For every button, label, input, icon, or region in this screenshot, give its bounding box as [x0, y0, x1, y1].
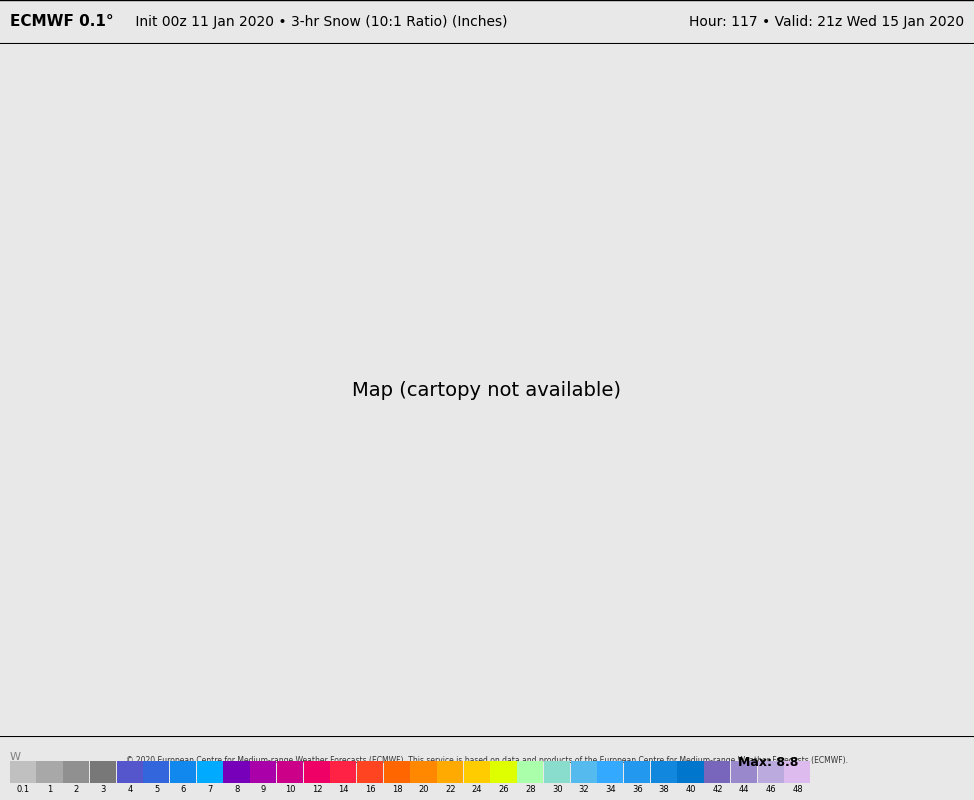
Bar — [491, 761, 516, 782]
Text: 28: 28 — [525, 785, 536, 794]
Text: Hour: 117 • Valid: 21z Wed 15 Jan 2020: Hour: 117 • Valid: 21z Wed 15 Jan 2020 — [690, 15, 964, 29]
Text: 40: 40 — [686, 785, 696, 794]
Text: 38: 38 — [658, 785, 669, 794]
Text: 44: 44 — [739, 785, 749, 794]
Bar — [437, 761, 464, 782]
Bar — [250, 761, 277, 782]
Bar — [677, 761, 703, 782]
Bar — [170, 761, 196, 782]
Text: Map (cartopy not available): Map (cartopy not available) — [353, 381, 621, 399]
Bar — [143, 761, 169, 782]
Text: 12: 12 — [312, 785, 322, 794]
Text: Max: 8.8: Max: 8.8 — [738, 757, 799, 770]
Text: 10: 10 — [285, 785, 295, 794]
Bar — [117, 761, 143, 782]
Text: 36: 36 — [632, 785, 643, 794]
Text: 48: 48 — [792, 785, 803, 794]
Text: 30: 30 — [552, 785, 563, 794]
Text: 5: 5 — [154, 785, 160, 794]
Text: 8: 8 — [234, 785, 240, 794]
Bar — [304, 761, 329, 782]
Text: 42: 42 — [712, 785, 723, 794]
Bar — [597, 761, 623, 782]
Bar — [543, 761, 570, 782]
Bar — [356, 761, 383, 782]
Text: 24: 24 — [471, 785, 482, 794]
Bar — [384, 761, 410, 782]
Bar — [624, 761, 651, 782]
Bar — [330, 761, 356, 782]
Text: 6: 6 — [180, 785, 186, 794]
Bar — [410, 761, 436, 782]
Bar — [36, 761, 62, 782]
Bar — [784, 761, 810, 782]
Text: 46: 46 — [766, 785, 776, 794]
Text: 3: 3 — [100, 785, 106, 794]
Bar — [704, 761, 730, 782]
Text: 34: 34 — [605, 785, 616, 794]
Text: 9: 9 — [261, 785, 266, 794]
Bar — [10, 761, 36, 782]
Bar — [197, 761, 223, 782]
Text: 16: 16 — [365, 785, 376, 794]
Text: 2: 2 — [74, 785, 79, 794]
Text: 1: 1 — [47, 785, 53, 794]
Text: 0.1: 0.1 — [17, 785, 29, 794]
Bar — [63, 761, 90, 782]
Bar — [730, 761, 757, 782]
Text: Init 00z 11 Jan 2020 • 3-hr Snow (10:1 Ratio) (Inches): Init 00z 11 Jan 2020 • 3-hr Snow (10:1 R… — [131, 15, 508, 29]
Bar — [223, 761, 249, 782]
Bar — [651, 761, 677, 782]
Bar — [758, 761, 784, 782]
Bar — [517, 761, 543, 782]
Bar — [464, 761, 490, 782]
Text: W: W — [10, 752, 20, 762]
Bar — [90, 761, 116, 782]
Text: 7: 7 — [207, 785, 212, 794]
Text: 20: 20 — [419, 785, 429, 794]
Text: © 2020 European Centre for Medium-range Weather Forecasts (ECMWF). This service : © 2020 European Centre for Medium-range … — [126, 757, 848, 766]
Text: 4: 4 — [128, 785, 132, 794]
Text: 26: 26 — [499, 785, 509, 794]
Text: 32: 32 — [579, 785, 589, 794]
Text: 14: 14 — [338, 785, 349, 794]
Bar — [277, 761, 303, 782]
Text: 22: 22 — [445, 785, 456, 794]
Bar — [571, 761, 597, 782]
Text: 18: 18 — [392, 785, 402, 794]
Text: ECMWF 0.1°: ECMWF 0.1° — [10, 14, 113, 30]
